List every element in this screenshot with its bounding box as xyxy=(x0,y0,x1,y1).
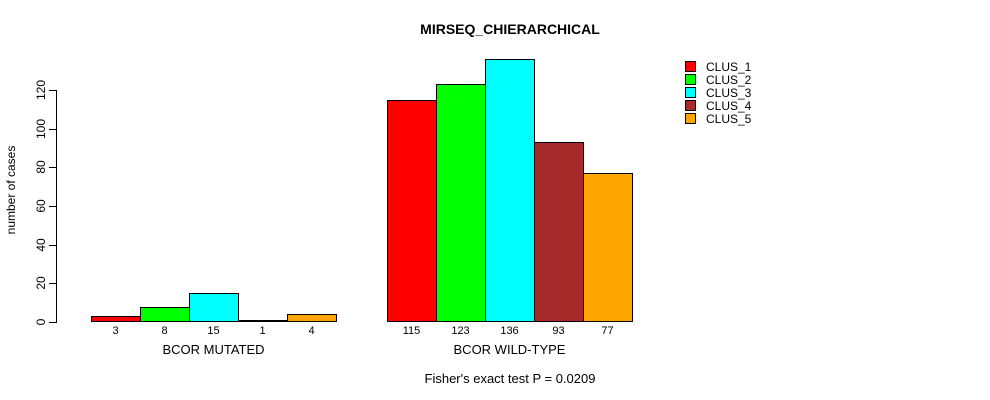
legend-item-clus_2: CLUS_2 xyxy=(685,72,752,87)
legend-swatch-icon xyxy=(685,113,696,124)
bar-value-label: 1 xyxy=(259,325,266,337)
y-tick-label: 20 xyxy=(34,276,48,291)
bar-clus_3-mutated xyxy=(189,293,239,322)
bar-clus_4-wild-type xyxy=(534,142,584,322)
bar-clus_5-wild-type xyxy=(583,173,633,322)
legend-swatch-icon xyxy=(685,74,696,85)
legend-label: CLUS_3 xyxy=(706,85,752,100)
legend-label: CLUS_4 xyxy=(706,98,752,113)
group-label-bcor-wild-type: BCOR WILD-TYPE xyxy=(453,342,566,357)
bar-clus_1-mutated xyxy=(91,316,141,322)
y-tick-label: 0 xyxy=(34,318,48,326)
y-tick-mark xyxy=(49,322,56,323)
y-tick-label: 120 xyxy=(34,79,48,101)
y-tick-mark xyxy=(49,90,56,91)
bar-clus_2-wild-type xyxy=(436,84,486,322)
bar-value-label: 8 xyxy=(161,325,168,337)
chart-title: MIRSEQ_CHIERARCHICAL xyxy=(420,21,600,37)
y-tick-label: 80 xyxy=(34,160,48,175)
bar-value-label: 3 xyxy=(112,325,119,337)
legend-item-clus_5: CLUS_5 xyxy=(685,111,752,126)
y-axis-line xyxy=(56,90,57,323)
y-tick-mark xyxy=(49,128,56,130)
y-tick-label: 40 xyxy=(34,237,48,252)
bar-value-label: 115 xyxy=(402,325,421,337)
bar-clus_2-mutated xyxy=(140,306,190,322)
y-tick-mark xyxy=(49,167,56,169)
legend-label: CLUS_1 xyxy=(706,59,752,74)
legend-item-clus_4: CLUS_4 xyxy=(685,98,752,113)
legend-label: CLUS_5 xyxy=(706,111,752,126)
y-tick-label: 100 xyxy=(34,118,48,139)
y-axis-label: number of cases xyxy=(4,145,18,235)
legend-item-clus_3: CLUS_3 xyxy=(685,85,752,100)
legend-swatch-icon xyxy=(685,61,696,72)
legend: CLUS_1 CLUS_2 CLUS_3 CLUS_4 CLUS_5 xyxy=(685,59,752,126)
bar-value-label: 4 xyxy=(308,325,315,337)
caption: Fisher's exact test P = 0.0209 xyxy=(424,371,596,386)
bar-value-label: 93 xyxy=(552,325,565,337)
bar-clus_4-mutated xyxy=(238,320,288,322)
y-tick-label: 60 xyxy=(34,199,48,213)
legend-swatch-icon xyxy=(685,87,696,98)
bar-clus_3-wild-type xyxy=(485,59,535,322)
legend-label: CLUS_2 xyxy=(706,72,752,87)
bar-value-label: 15 xyxy=(207,325,220,337)
legend-item-clus_1: CLUS_1 xyxy=(685,59,752,74)
bar-value-label: 77 xyxy=(601,325,614,337)
bar-value-label: 136 xyxy=(500,325,519,337)
group-label-bcor-mutated: BCOR MUTATED xyxy=(162,342,265,357)
y-tick-mark xyxy=(49,206,56,207)
legend-swatch-icon xyxy=(685,100,696,111)
bar-clus_5-mutated xyxy=(287,314,337,322)
y-tick-mark xyxy=(49,244,56,246)
bar-value-label: 123 xyxy=(451,325,470,337)
y-tick-mark xyxy=(49,283,56,285)
bar-clus_1-wild-type xyxy=(387,99,437,322)
